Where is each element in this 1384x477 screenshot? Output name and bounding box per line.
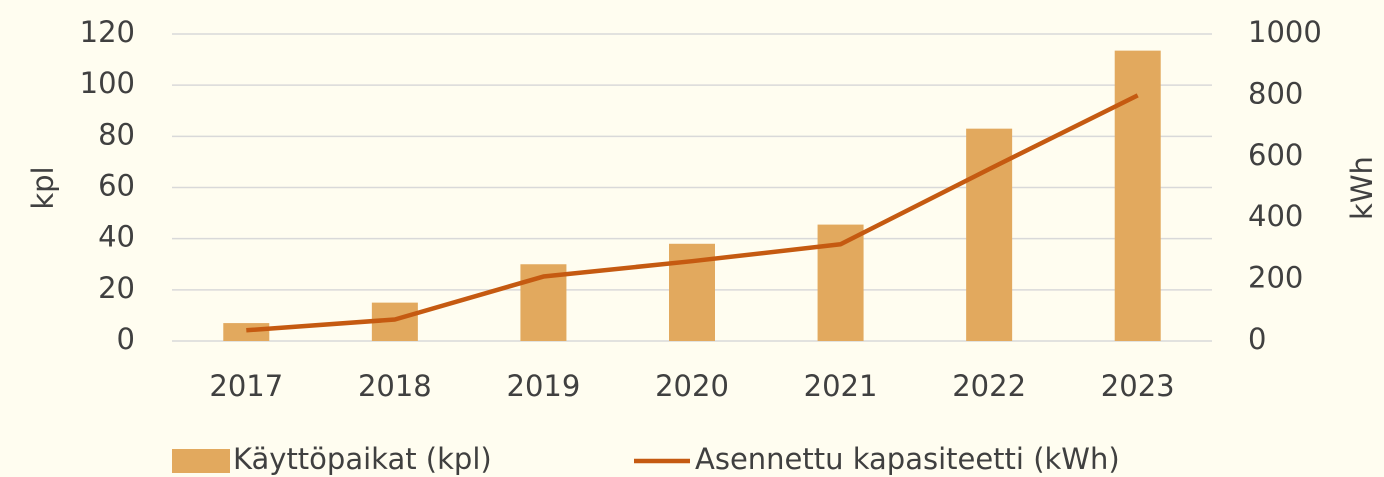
line xyxy=(246,93,1139,333)
y2-axis-label: kWh xyxy=(1345,156,1379,220)
legend-label: Käyttöpaikat (kpl) xyxy=(233,442,492,476)
legend-swatch xyxy=(172,449,230,473)
bar xyxy=(223,323,270,341)
y2-tick-label: 600 xyxy=(1248,138,1303,172)
y2-tick-label: 200 xyxy=(1248,261,1303,295)
x-tick-label: 2019 xyxy=(507,369,581,403)
y-tick-label: 60 xyxy=(98,169,135,203)
y-axis-label: kpl xyxy=(26,166,60,209)
x-tick-label: 2023 xyxy=(1101,369,1175,403)
y-tick-label: 80 xyxy=(98,117,135,151)
x-tick-label: 2018 xyxy=(358,369,432,403)
x-tick-label: 2020 xyxy=(655,369,729,403)
y2-tick-label: 800 xyxy=(1248,76,1303,110)
y-tick-label: 0 xyxy=(117,322,135,356)
x-tick-label: 2017 xyxy=(209,369,283,403)
legend-label: Asennettu kapasiteetti (kWh) xyxy=(695,442,1120,476)
y2-tick-label: 0 xyxy=(1248,322,1266,356)
bar xyxy=(966,128,1013,341)
y2-tick-label: 1000 xyxy=(1248,15,1322,49)
y-tick-label: 40 xyxy=(98,220,135,254)
bar xyxy=(1114,50,1161,342)
x-tick-label: 2022 xyxy=(952,369,1026,403)
y-tick-label: 20 xyxy=(98,271,135,305)
y-tick-label: 120 xyxy=(80,15,135,49)
x-tick-label: 2021 xyxy=(804,369,878,403)
y-tick-label: 100 xyxy=(80,66,135,100)
y2-tick-label: 400 xyxy=(1248,199,1303,233)
